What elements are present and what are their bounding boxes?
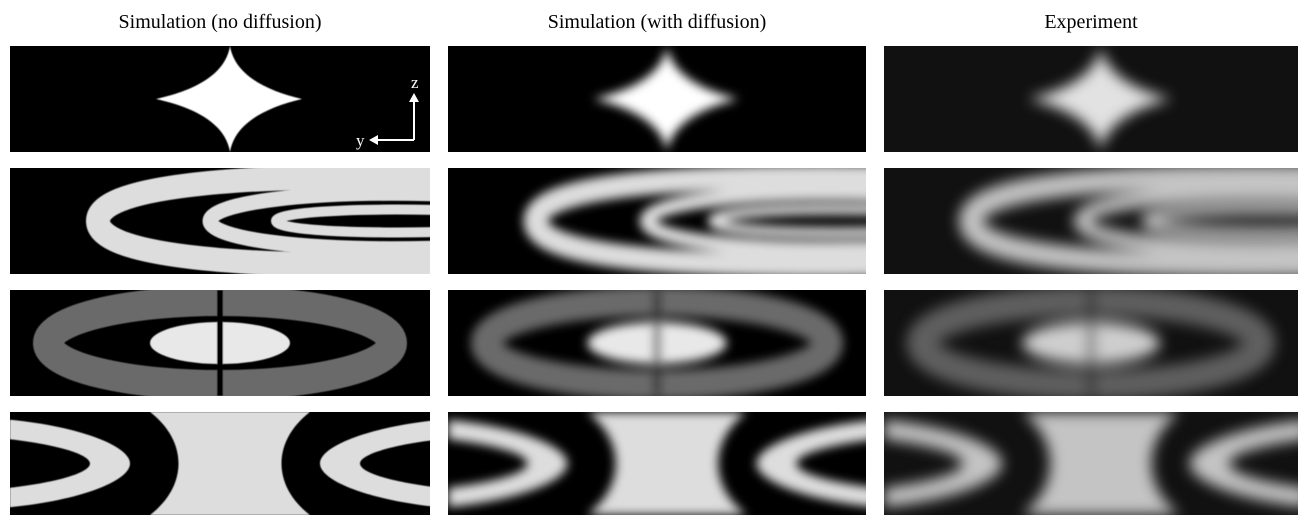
panel-content xyxy=(448,412,876,515)
image-panel xyxy=(448,46,866,152)
panel-content xyxy=(884,168,1298,274)
panel-content xyxy=(10,412,440,515)
axis-label: y xyxy=(356,131,365,150)
figure: Simulation (no diffusion) Simulation (wit… xyxy=(0,0,1298,515)
column-title: Simulation (no diffusion) xyxy=(119,11,322,33)
image-panel xyxy=(10,168,440,274)
panel-content xyxy=(448,168,876,274)
axis-label: z xyxy=(411,73,419,92)
image-panel xyxy=(10,46,430,152)
panel-content xyxy=(10,46,430,152)
column-title: Experiment xyxy=(1044,11,1138,33)
image-panel xyxy=(448,412,876,515)
column-title: Simulation (with diffusion) xyxy=(548,11,767,33)
image-panel xyxy=(10,412,440,515)
image-panel xyxy=(884,168,1298,274)
image-panel xyxy=(10,290,430,396)
image-panel xyxy=(884,412,1298,515)
panel-content xyxy=(10,168,440,274)
image-panel xyxy=(884,290,1298,396)
panel-content xyxy=(448,290,866,396)
image-panel xyxy=(884,46,1298,152)
panel-content xyxy=(884,46,1298,152)
panel-content xyxy=(448,46,866,152)
image-panel xyxy=(448,168,876,274)
panel-content xyxy=(884,412,1298,515)
panel-content xyxy=(884,290,1298,396)
panel-content xyxy=(10,290,430,396)
image-panel xyxy=(448,290,866,396)
